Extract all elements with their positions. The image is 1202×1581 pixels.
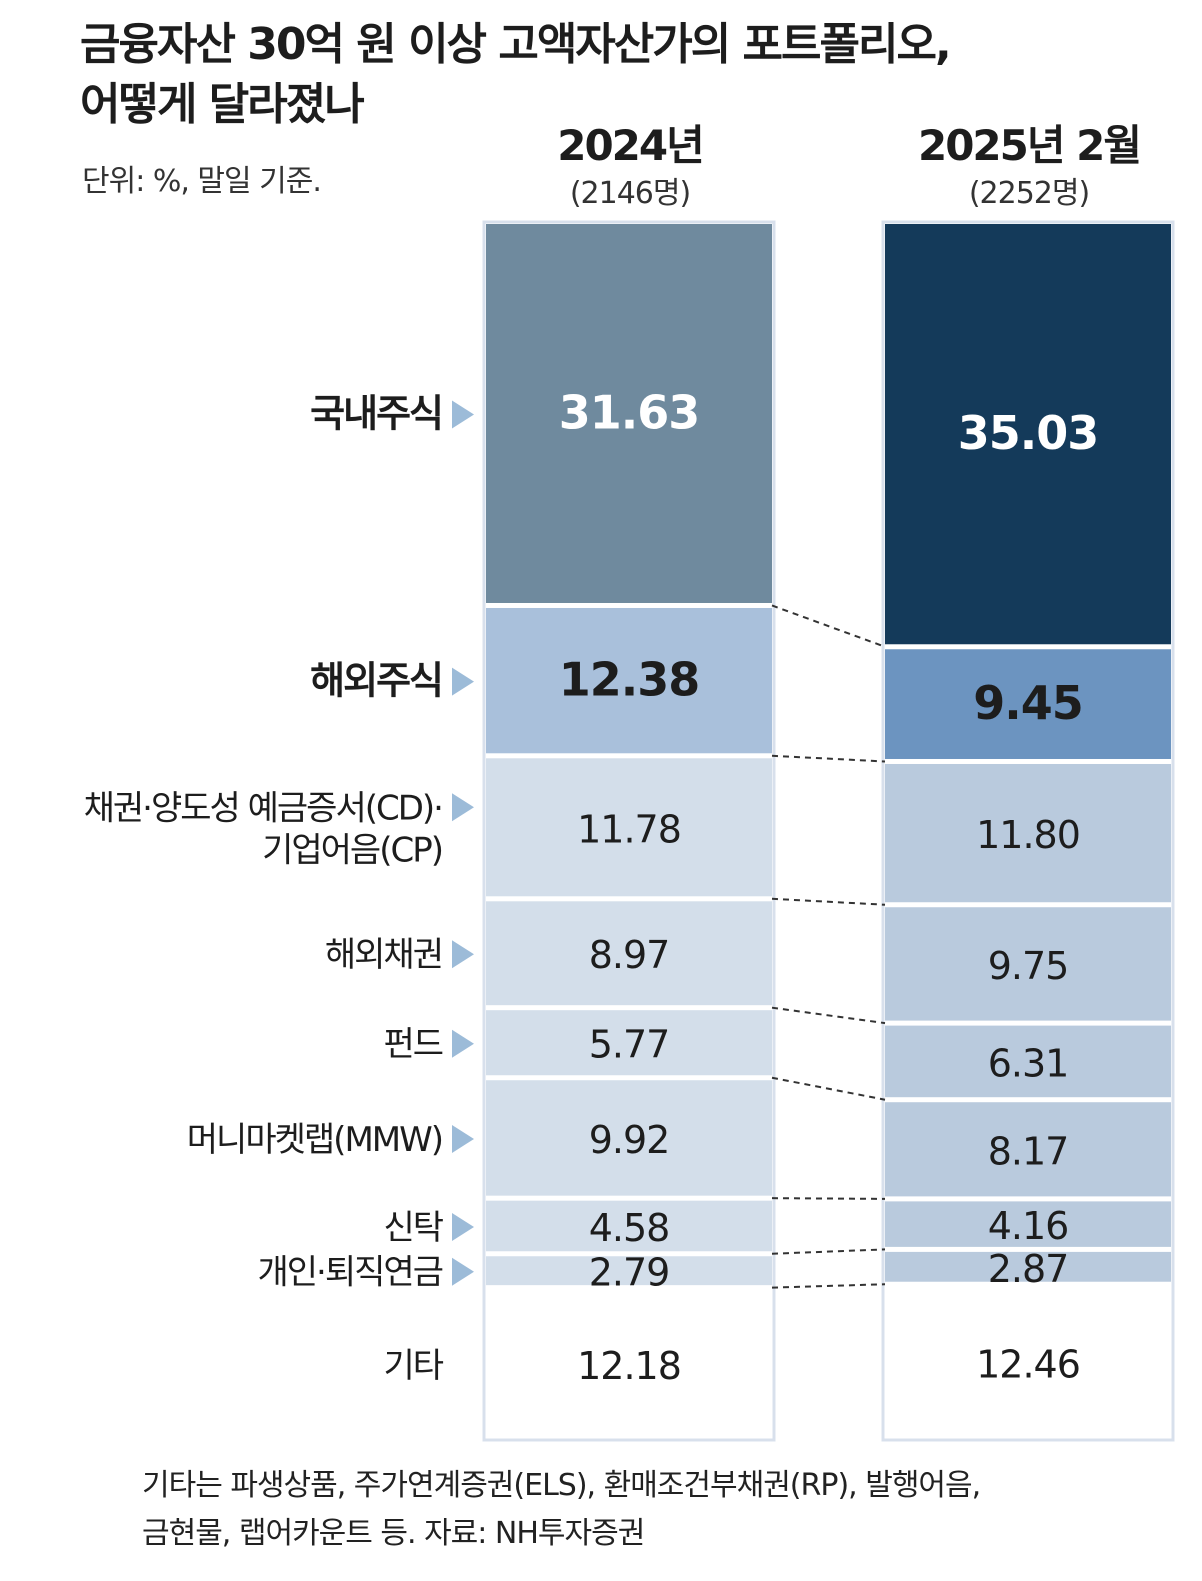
arrow-marker-7 — [452, 1257, 474, 1286]
value-label-0-4: 5.77 — [589, 1023, 670, 1067]
value-label-1-2: 11.80 — [976, 813, 1080, 857]
footnote-line1: 기타는 파생상품, 주가연계증권(ELS), 환매조건부채권(RP), 발행어음… — [142, 1468, 981, 1503]
bar-segment-0-6 — [486, 1200, 772, 1252]
arrow-marker-0 — [452, 400, 474, 429]
footnote-line2: 금현물, 랩어카운트 등. 자료: NH투자증권 — [142, 1516, 645, 1551]
arrow-marker-3 — [452, 940, 474, 969]
bar-segment-0-4 — [486, 1010, 772, 1076]
column-subheader-2024: (2146명) — [569, 176, 691, 211]
bar-segment-0-1 — [486, 607, 772, 754]
category-label-8: 기타 — [383, 1346, 443, 1386]
bar-segment-0-0 — [486, 224, 772, 603]
column-header-2024: 2024년 — [557, 121, 705, 170]
bar-segment-0-3 — [486, 901, 772, 1006]
value-label-1-3: 9.75 — [988, 944, 1069, 988]
bar-segment-0-7 — [486, 1256, 772, 1286]
bar-segment-0-5 — [486, 1080, 772, 1196]
value-label-1-5: 8.17 — [988, 1129, 1069, 1173]
bar-segment-1-3 — [885, 907, 1171, 1021]
value-label-0-0: 31.63 — [559, 385, 700, 439]
value-label-0-2: 11.78 — [577, 807, 681, 851]
arrow-marker-2 — [452, 793, 474, 822]
arrow-marker-1 — [452, 667, 474, 696]
bar-segment-1-8 — [885, 1286, 1171, 1438]
connector-line-7 — [771, 1283, 886, 1289]
chart-title-line1: 금융자산 30억 원 이상 고액자산가의 포트폴리오, — [80, 19, 952, 70]
category-label-5: 머니마켓랩(MMW) — [187, 1120, 442, 1160]
value-label-1-1: 9.45 — [973, 676, 1083, 730]
value-label-1-4: 6.31 — [988, 1041, 1069, 1085]
unit-note: 단위: %, 말일 기준. — [82, 164, 322, 199]
category-label-0: 국내주식 — [310, 391, 442, 435]
arrow-marker-6 — [452, 1212, 474, 1241]
bar-segment-1-1 — [885, 649, 1171, 759]
category-label-4: 펀드 — [383, 1025, 442, 1065]
category-label-1: 해외주식 — [310, 659, 442, 703]
category-label-2-line0: 채권·양도성 예금증서(CD)· — [84, 788, 442, 828]
bar-segment-1-6 — [885, 1201, 1171, 1247]
bar-segment-1-4 — [885, 1025, 1171, 1098]
value-label-0-5: 9.92 — [589, 1118, 670, 1162]
bar-segment-0-2 — [486, 758, 772, 897]
category-label-6: 신탁 — [383, 1208, 443, 1248]
connector-line-2 — [771, 897, 886, 906]
value-label-0-6: 4.58 — [589, 1206, 670, 1250]
column-header-2025: 2025년 2월 — [917, 121, 1142, 170]
value-label-0-1: 12.38 — [559, 653, 700, 707]
connector-line-0 — [771, 604, 886, 648]
value-label-1-8: 12.46 — [976, 1342, 1080, 1386]
value-label-1-0: 35.03 — [958, 406, 1099, 460]
category-label-2-line1: 기업어음(CP) — [262, 830, 442, 870]
footnote: 기타는 파생상품, 주가연계증권(ELS), 환매조건부채권(RP), 발행어음… — [142, 1462, 981, 1558]
value-label-1-7: 2.87 — [988, 1247, 1069, 1291]
bar-segment-1-0 — [885, 224, 1171, 645]
bar-segment-1-5 — [885, 1102, 1171, 1197]
bar-segment-1-2 — [885, 763, 1171, 903]
connector-line-5 — [771, 1197, 886, 1200]
value-label-1-6: 4.16 — [988, 1204, 1069, 1248]
chart-title-line2: 어떻게 달라졌나 — [80, 79, 365, 130]
bar-segment-1-7 — [885, 1251, 1171, 1282]
connector-line-3 — [771, 1006, 886, 1025]
connector-line-6 — [771, 1248, 886, 1255]
category-label-7: 개인·퇴직연금 — [258, 1253, 443, 1293]
value-label-0-8: 12.18 — [577, 1344, 681, 1388]
stacked-bar-chart: 31.63 12.38 11.78 8.97 5.77 9.92 4.582.79 12.18… — [84, 220, 1175, 1442]
connector-line-4 — [771, 1076, 886, 1101]
value-label-0-3: 8.97 — [589, 933, 670, 977]
bar-segment-0-8 — [486, 1290, 772, 1438]
category-label-3: 해외채권 — [325, 935, 442, 975]
value-label-0-7: 2.79 — [589, 1251, 670, 1295]
arrow-marker-4 — [452, 1029, 474, 1058]
column-subheader-2025: (2252명) — [968, 176, 1090, 211]
arrow-marker-5 — [452, 1124, 474, 1153]
connector-line-1 — [771, 754, 886, 763]
